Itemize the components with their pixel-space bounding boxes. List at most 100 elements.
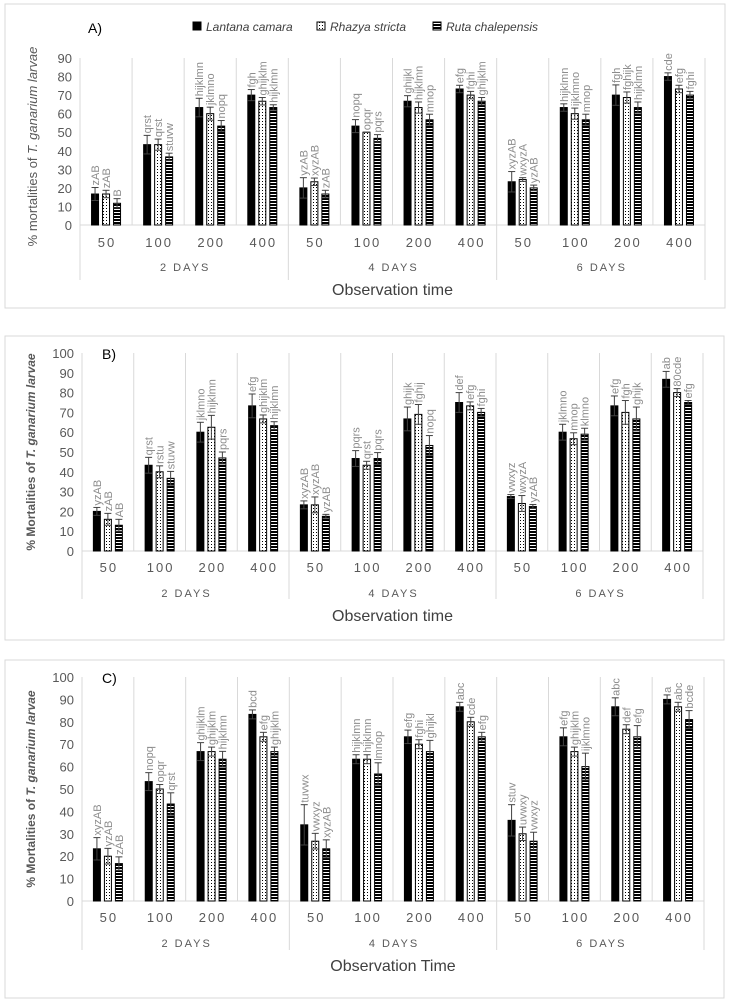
panel-label: A) <box>88 20 102 36</box>
x-tick-label: 200 <box>197 235 225 250</box>
bar <box>622 97 631 226</box>
y-tick-label: 80 <box>60 715 74 730</box>
significance-letter: hijklmn <box>206 379 218 413</box>
significance-letter: zAB <box>103 491 115 511</box>
significance-letter: vwxyz <box>310 801 322 831</box>
significance-letter: ghijklm <box>258 379 270 413</box>
significance-letter: hijklmn <box>414 66 426 100</box>
significance-letter: xyzAB <box>507 138 519 169</box>
significance-letter: fghi <box>685 72 697 90</box>
panel-border <box>4 335 725 641</box>
panel-border <box>4 659 725 999</box>
x-tick-label: 200 <box>613 910 641 925</box>
x-tick-label: 400 <box>249 235 277 250</box>
significance-letter: lmnop <box>373 731 385 761</box>
significance-letter: qrst <box>142 115 154 133</box>
x-tick-label: 400 <box>665 910 693 925</box>
bar <box>143 144 152 226</box>
y-tick-label: 30 <box>60 827 74 842</box>
significance-letter: efg <box>558 711 570 726</box>
y-tick-label: 40 <box>60 804 74 819</box>
legend-swatch <box>432 21 442 31</box>
x-tick-label: 200 <box>199 560 227 575</box>
y-tick-label: 40 <box>60 465 74 480</box>
significance-letter: mnop <box>581 85 593 113</box>
bar <box>425 119 434 226</box>
bar <box>633 107 642 226</box>
x-tick-label: 200 <box>406 910 434 925</box>
bar <box>352 758 361 902</box>
group-label: 4 DAYS <box>368 262 418 274</box>
significance-letter: stuvw <box>166 441 178 469</box>
bar <box>218 758 227 902</box>
bar <box>373 137 382 226</box>
bar <box>259 418 268 552</box>
bar <box>362 131 371 226</box>
bar <box>362 464 371 552</box>
y-tick-label: 60 <box>58 107 72 122</box>
x-tick-label: 100 <box>147 910 175 925</box>
significance-letter: qrst <box>144 437 156 455</box>
bar <box>403 100 412 226</box>
panel-label: C) <box>102 670 117 686</box>
bar <box>248 405 257 552</box>
significance-letter: nopq <box>350 93 362 117</box>
y-tick-label: 20 <box>58 181 72 196</box>
x-tick-label: 50 <box>307 910 325 925</box>
significance-letter: vwxyz <box>506 463 518 493</box>
bar <box>144 464 153 552</box>
bar <box>207 751 216 902</box>
significance-letter: xyzAB <box>321 807 333 838</box>
bar <box>455 706 464 902</box>
x-tick-label: 400 <box>250 560 278 575</box>
significance-letter: fghi <box>414 720 426 738</box>
bar <box>259 736 268 902</box>
bar <box>570 751 579 902</box>
y-tick-label: 20 <box>60 504 74 519</box>
significance-letter: yzAB <box>528 477 540 503</box>
chart-panel-b: 0 10 20 30 40 50 60 70 80 90 100 % Mortalities of T… <box>4 335 725 641</box>
legend-label: Lantana camara <box>206 20 293 34</box>
significance-letter: pqrs <box>217 428 229 450</box>
significance-letter: xyzAB <box>309 145 321 176</box>
significance-letter: B <box>112 189 124 196</box>
bar <box>373 458 382 552</box>
group-label: 2 DAYS <box>160 262 210 274</box>
significance-letter: ijklmno <box>570 72 582 106</box>
bar <box>299 504 308 552</box>
x-tick-label: 400 <box>457 560 485 575</box>
panel-label: B) <box>102 346 116 362</box>
y-axis-title-prefix: % mortalities of <box>25 154 40 246</box>
significance-letter: pqrs <box>373 429 385 451</box>
bar <box>196 751 205 902</box>
significance-letter: fghi <box>466 72 478 90</box>
bar <box>102 193 111 226</box>
bar <box>685 719 694 902</box>
bar <box>425 751 434 902</box>
bar <box>466 94 475 226</box>
significance-letter: opqr <box>155 760 167 782</box>
x-tick-label: 100 <box>147 560 175 575</box>
significance-letter: hijklmn <box>633 66 645 100</box>
bar <box>310 181 319 226</box>
y-tick-label: 0 <box>67 544 74 559</box>
bar <box>414 107 423 226</box>
y-tick-label: 70 <box>60 737 74 752</box>
bar <box>529 187 538 226</box>
significance-letter: xyzAB <box>310 464 322 495</box>
x-tick-label: 50 <box>514 910 532 925</box>
significance-letter: jklmno <box>558 390 570 423</box>
bar <box>144 781 153 902</box>
bar <box>196 431 205 552</box>
x-tick-label: 400 <box>458 235 486 250</box>
series-lantana-camara: yzAB qrst jklmno efg xyzAB pqrs ghijk def vwxyz j… <box>92 357 673 552</box>
significance-letter: ghijklm <box>477 61 489 95</box>
bar <box>611 706 620 902</box>
y-tick-label: 50 <box>58 125 72 140</box>
x-tick-label: 400 <box>666 235 694 250</box>
bar <box>610 405 619 552</box>
x-tick-label: 100 <box>561 560 589 575</box>
bar <box>166 477 175 552</box>
y-tick-label: 80 <box>60 386 74 401</box>
